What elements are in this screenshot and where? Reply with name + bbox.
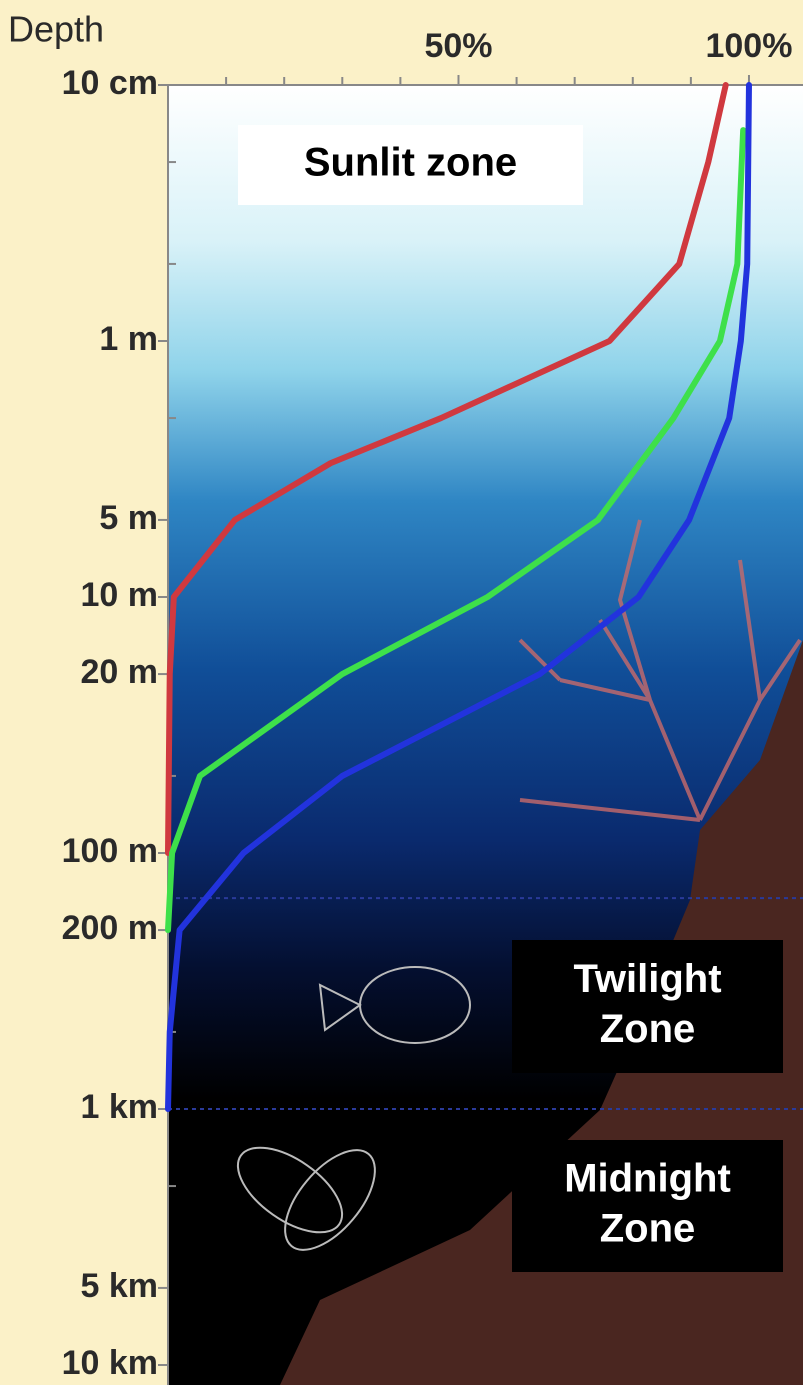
chart: Depth 50% 100% 10 cm 1 m 5 m 10 m 20 m 100 m 200… xyxy=(0,0,803,1385)
zone-label: Twilight xyxy=(573,957,721,1001)
zone-label: Sunlit zone xyxy=(304,141,517,185)
y-tick-label: 5 m xyxy=(99,499,158,537)
y-tick-label: 5 km xyxy=(81,1267,159,1305)
zone-label: Zone xyxy=(600,1207,696,1251)
zone-label: Midnight xyxy=(564,1157,731,1201)
y-tick-label: 100 m xyxy=(62,832,158,870)
y-tick-label: 10 km xyxy=(62,1344,158,1382)
y-tick-label: 1 km xyxy=(81,1088,159,1126)
x-tick-label: 50% xyxy=(424,27,492,65)
y-tick-label: 1 m xyxy=(99,320,158,358)
y-tick-label: 200 m xyxy=(62,909,158,947)
y-axis-label: Depth xyxy=(8,9,104,50)
y-tick-label: 10 cm xyxy=(62,64,158,102)
zone-label: Zone xyxy=(600,1007,696,1051)
y-tick-label: 10 m xyxy=(81,576,159,614)
y-tick-label: 20 m xyxy=(81,653,159,691)
x-tick-label: 100% xyxy=(705,27,792,65)
